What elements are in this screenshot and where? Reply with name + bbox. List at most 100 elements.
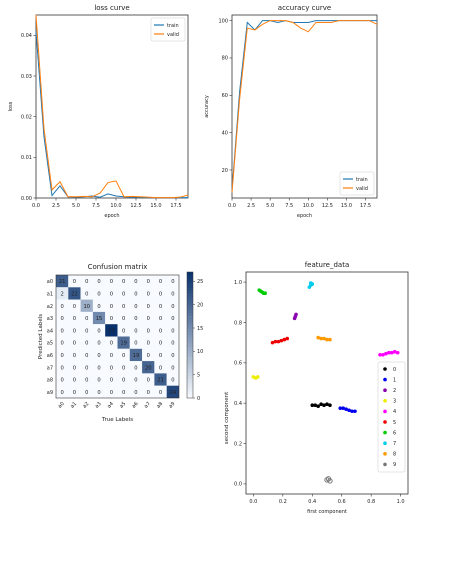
matrix-cell	[117, 348, 130, 362]
matrix-cell-value: 0	[73, 365, 76, 371]
matrix-cell	[92, 385, 106, 398]
y-tick-label: 0.04	[21, 33, 32, 39]
matrix-cell-value: 0	[122, 353, 125, 359]
legend-label-valid: valid	[356, 186, 368, 192]
x-tick-label: 17.5	[170, 203, 181, 209]
matrix-cell-value: 20	[145, 365, 152, 371]
matrix-cell-value: 0	[85, 353, 88, 359]
x-tick-label: 7.5	[285, 203, 293, 209]
y-tick-label: 0.03	[21, 74, 32, 80]
matrix-cell	[142, 336, 155, 349]
scatter-point-0	[328, 403, 332, 408]
scatter-point-1	[347, 408, 351, 413]
colorbar-segment	[187, 366, 193, 370]
matrix-cell-value: 0	[159, 316, 162, 322]
matrix-cell	[92, 287, 106, 300]
matrix-cell-value: 0	[159, 328, 162, 334]
scatter-point-3	[255, 375, 260, 379]
legend-marker-7	[383, 441, 387, 446]
y-tick-label: 0.8	[234, 320, 242, 326]
matrix-cell-value: 0	[171, 378, 174, 384]
colorbar-segment	[187, 287, 193, 292]
x-tick-label: 15.0	[150, 203, 161, 209]
scatter-point-1	[350, 409, 354, 414]
series-line-valid	[231, 20, 378, 193]
colorbar-segment	[187, 281, 193, 285]
scatter-point-5	[285, 336, 290, 341]
scatter-point-4	[381, 352, 385, 357]
legend-label-7: 7	[393, 441, 396, 447]
matrix-cell	[154, 311, 167, 325]
colorbar-segment	[187, 297, 193, 301]
x-tick-label: 2.5	[52, 203, 60, 209]
matrix-cell	[92, 275, 106, 288]
matrix-cell-value: 15	[96, 316, 103, 322]
matrix-cell-value: 0	[110, 365, 113, 371]
colorbar-segment	[187, 316, 193, 320]
legend-label-9: 9	[393, 462, 396, 468]
x-tick-label: 5.0	[266, 203, 274, 209]
y-tick-label: 40	[222, 130, 228, 136]
matrix-cell-value: 0	[122, 328, 125, 334]
legend-marker-2	[383, 388, 387, 393]
row-label: a5	[47, 341, 53, 347]
matrix-cell-value: 0	[110, 378, 113, 384]
colorbar-segment	[187, 309, 193, 314]
matrix-cell-value: 0	[134, 365, 137, 371]
matrix-cell	[80, 385, 93, 398]
colorbar-tick-label: 25	[197, 279, 203, 285]
matrix-cell-value: 0	[73, 328, 76, 334]
colorbar-segment	[187, 344, 193, 348]
scatter-point-4	[384, 351, 388, 356]
colorbar-segment	[187, 278, 193, 282]
scatter-point-1	[353, 409, 357, 414]
matrix-cell-value: 0	[171, 279, 174, 285]
colorbar-segment	[187, 391, 193, 396]
matrix-cell	[56, 311, 69, 325]
scatter-point-7	[309, 281, 313, 285]
matrix-cell-value: 0	[147, 279, 150, 285]
matrix-cell	[68, 324, 81, 337]
legend-marker-3	[383, 399, 387, 403]
matrix-cell-value: 0	[85, 341, 88, 347]
legend-box	[150, 17, 186, 42]
matrix-cell-value: 0	[134, 279, 137, 285]
matrix-cell	[129, 336, 143, 349]
matrix-cell-value: 0	[134, 328, 137, 334]
matrix-cell	[142, 275, 155, 288]
colorbar-segment	[187, 312, 193, 317]
matrix-cell-value: 0	[171, 304, 174, 310]
matrix-cell-value: 0	[171, 328, 174, 334]
scatter-point-0	[325, 402, 329, 406]
col-label: a1	[69, 401, 78, 410]
matrix-cell	[68, 299, 81, 312]
matrix-cell	[129, 311, 143, 325]
matrix-cell	[154, 275, 167, 288]
legend-box	[339, 171, 375, 196]
matrix-cell-value: 0	[85, 316, 88, 322]
matrix-cell	[105, 361, 118, 374]
matrix-cell-value: 0	[73, 279, 76, 285]
matrix-cell	[129, 275, 143, 288]
colorbar-segment	[187, 303, 193, 307]
y-tick-label: 0.01	[21, 155, 32, 161]
matrix-cell-value: 0	[110, 304, 113, 310]
colorbar-segment	[187, 319, 193, 323]
matrix-cell	[80, 311, 93, 325]
matrix-cell	[80, 336, 93, 349]
matrix-cell	[142, 287, 155, 300]
scatter-point-1	[338, 406, 343, 411]
matrix-cell	[117, 336, 130, 349]
matrix-cell-value: 0	[60, 316, 63, 322]
matrix-cell-value: 0	[134, 304, 137, 310]
colorbar-segment	[187, 294, 193, 298]
matrix-cell	[80, 275, 93, 288]
x-tick-label: 0.0	[249, 499, 257, 505]
y-tick-label: 80	[222, 56, 228, 62]
matrix-cell-value: 0	[147, 390, 150, 396]
matrix-cell-value: 0	[97, 353, 100, 359]
matrix-cell	[142, 373, 155, 386]
matrix-cell-value: 24	[170, 390, 177, 396]
colorbar-segment	[187, 300, 193, 304]
